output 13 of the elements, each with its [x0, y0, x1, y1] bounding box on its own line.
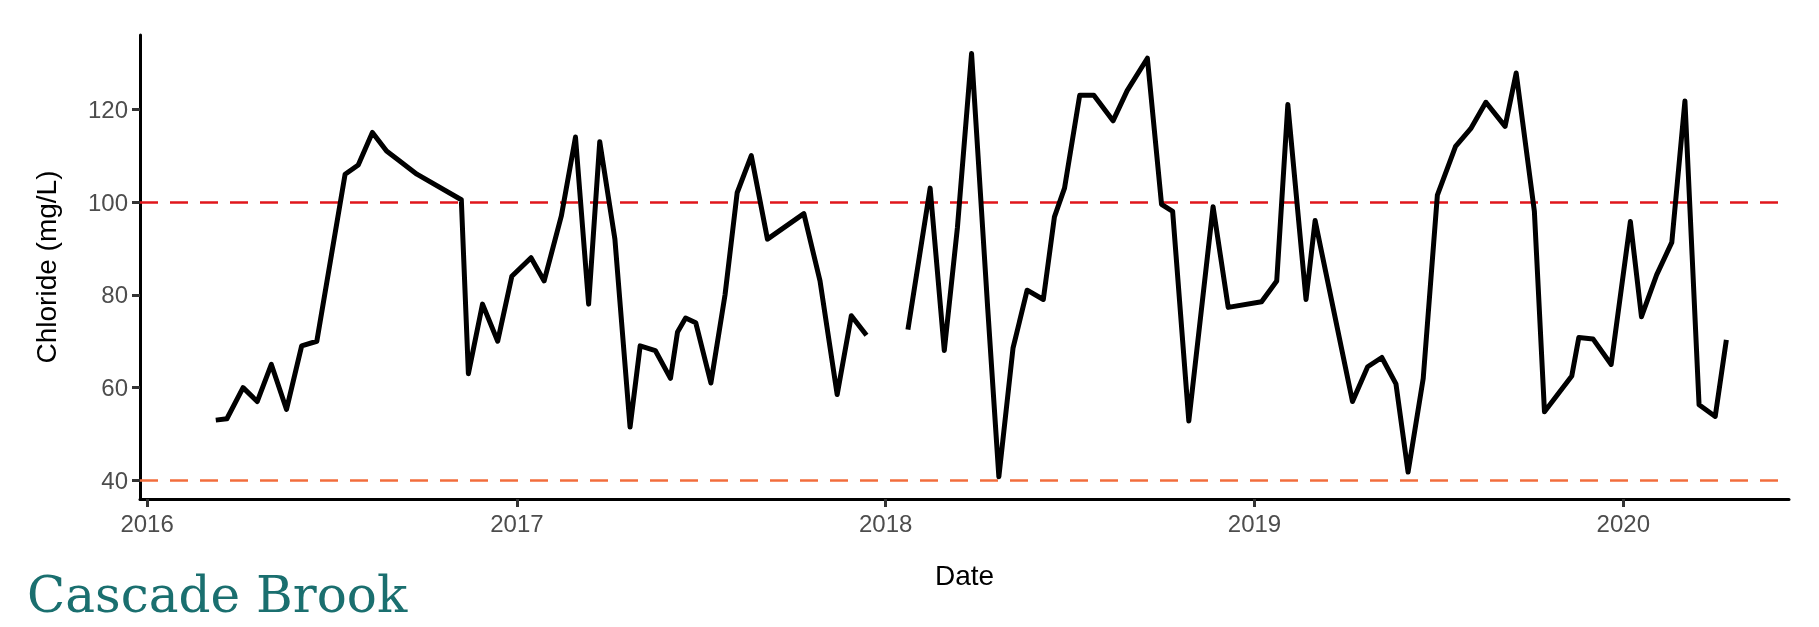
x-tick-label: 2020	[1596, 509, 1650, 537]
x-tick-label: 2016	[120, 509, 174, 537]
y-tick-label: 40	[101, 466, 128, 494]
x-tick-label: 2019	[1227, 509, 1282, 537]
y-axis-title: Chloride (mg/L)	[30, 170, 62, 364]
text: Cascade Brook	[27, 566, 408, 624]
y-tick-label: 100	[87, 188, 128, 216]
y-tick-label: 80	[101, 281, 128, 309]
x-tick-label: 2018	[858, 509, 913, 537]
x-tick-label: 2017	[490, 509, 544, 537]
y-tick-label: 60	[101, 374, 128, 402]
x-axis-title: Date	[934, 559, 995, 591]
y-tick-label: 120	[87, 95, 128, 123]
